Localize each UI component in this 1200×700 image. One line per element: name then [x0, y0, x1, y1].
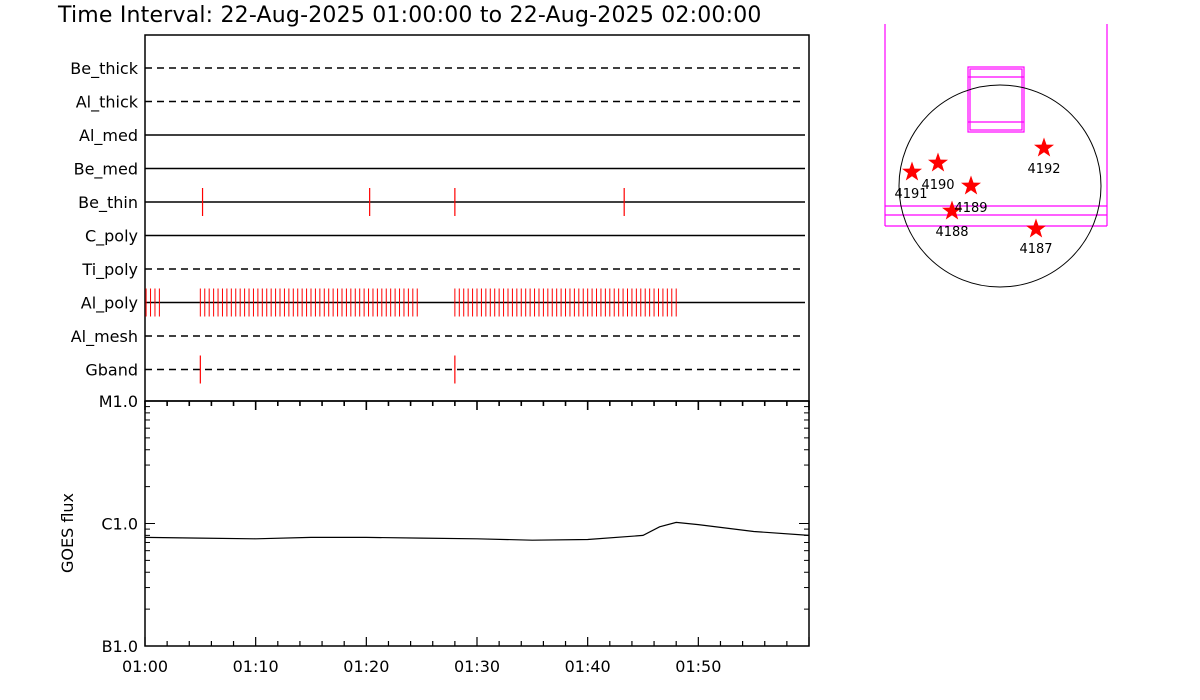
row-label-be-med: Be_med: [74, 160, 138, 180]
region-label-4187: 4187: [1019, 242, 1052, 257]
region-star-4192: [1034, 137, 1054, 157]
row-label-al-thick: Al_thick: [76, 93, 139, 113]
y-tick-label-2: M1.0: [99, 392, 138, 411]
row-label-ti-poly: Ti_poly: [81, 260, 138, 280]
x-tick-label-1: 01:10: [233, 657, 279, 676]
fov-box-outer: [967, 66, 1025, 133]
y-tick-label-0: B1.0: [102, 637, 138, 656]
fov-box-inner: [969, 68, 1023, 131]
y-tick-label-1: C1.0: [101, 515, 138, 534]
goes-frame: [144, 400, 810, 647]
x-tick-label-3: 01:30: [454, 657, 500, 676]
row-label-al-mesh: Al_mesh: [71, 327, 138, 347]
region-label-4189: 4189: [954, 201, 987, 216]
region-star-4190: [928, 152, 948, 172]
row-label-al-med: Al_med: [79, 126, 138, 146]
row-label-be-thin: Be_thin: [78, 193, 138, 213]
region-label-4191: 4191: [894, 187, 927, 202]
solar-limb: [898, 84, 1102, 288]
region-star-4191: [902, 161, 922, 181]
x-tick-label-2: 01:20: [343, 657, 389, 676]
region-star-4189: [961, 175, 981, 195]
row-label-c-poly: C_poly: [85, 227, 138, 247]
goes-ticks: 01:00 01:10 01:20 01:30 01:40 01:50 B1.0 C1.0 M1…: [99, 392, 810, 676]
timeline-frame: [144, 34, 810, 402]
region-star-4188: [942, 200, 962, 220]
timeline-events: [145, 188, 677, 384]
x-tick-label-5: 01:50: [675, 657, 721, 676]
row-label-gband: Gband: [85, 361, 138, 380]
goes-ylabel: GOES flux: [58, 493, 77, 573]
region-star-4187: [1026, 218, 1046, 238]
x-tick-label-0: 01:00: [122, 657, 168, 676]
region-label-4188: 4188: [935, 225, 968, 240]
timeline-rows: Be_thick Al_thick Al_med Be_med Be_thin C_pol…: [70, 59, 805, 380]
row-label-al-poly: Al_poly: [81, 294, 138, 314]
row-label-be-thick: Be_thick: [70, 59, 138, 79]
time-interval-title: Time Interval: 22-Aug-2025 01:00:00 to 2…: [58, 3, 762, 28]
x-tick-label-4: 01:40: [565, 657, 611, 676]
goes-flux-line: [144, 521, 810, 541]
region-label-4190: 4190: [921, 178, 954, 193]
region-label-4192: 4192: [1027, 162, 1060, 177]
